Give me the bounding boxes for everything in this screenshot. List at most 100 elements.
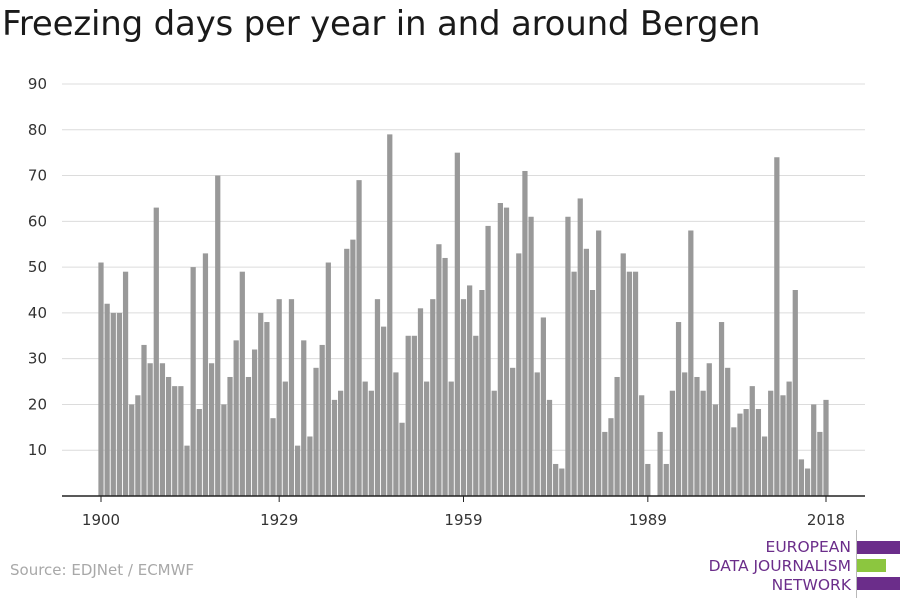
bar-1927 (264, 322, 270, 496)
bar-1983 (608, 418, 614, 496)
bar-2003 (731, 427, 737, 496)
bar-1961 (473, 335, 479, 496)
bar-1972 (540, 317, 546, 496)
logo-text-line-1: EUROPEAN (765, 538, 851, 556)
bar-1924 (245, 376, 252, 496)
bar-1989 (645, 463, 651, 496)
y-tick-label: 90 (28, 75, 47, 93)
bar-1952 (417, 308, 424, 496)
bar-1939 (338, 390, 344, 496)
y-tick-label: 80 (28, 121, 47, 139)
bar-1967 (510, 367, 516, 496)
bar-1929 (276, 299, 282, 496)
bar-1971 (534, 372, 540, 496)
bar-1934 (307, 436, 313, 496)
bar-2007 (755, 409, 762, 496)
x-tick-label: 1989 (629, 511, 667, 529)
bar-1969 (522, 170, 528, 497)
bar-1915 (190, 267, 196, 496)
logo-text-line-3: NETWORK (771, 576, 851, 594)
bar-1943 (362, 381, 368, 496)
bar-2014 (798, 459, 805, 496)
bar-1940 (344, 248, 350, 496)
bar-1957 (448, 381, 454, 496)
bar-1959 (460, 299, 467, 496)
bar-1914 (184, 445, 190, 496)
bar-1932 (294, 445, 301, 496)
bar-1956 (442, 257, 448, 496)
bar-1906 (135, 395, 141, 496)
bar-1919 (215, 175, 221, 496)
bar-1930 (282, 381, 288, 496)
bar-1982 (602, 431, 608, 496)
bar-2011 (780, 395, 786, 496)
logo-bar-bottom (857, 577, 900, 590)
bar-1918 (208, 363, 215, 496)
y-tick-label: 30 (28, 350, 47, 368)
bar-1912 (172, 386, 178, 496)
bar-1950 (405, 335, 411, 496)
bar-1904 (122, 271, 129, 496)
bar-1945 (374, 299, 381, 496)
x-tick-label: 1959 (444, 511, 482, 529)
bar-1997 (694, 376, 700, 496)
bar-2008 (761, 436, 768, 496)
y-tick-label: 70 (28, 167, 47, 185)
bar-1937 (325, 262, 331, 496)
bar-1994 (675, 322, 682, 496)
bar-1968 (516, 253, 522, 496)
bar-1946 (381, 326, 387, 496)
bar-1925 (251, 349, 258, 496)
bar-1991 (657, 431, 663, 496)
x-tick-label: 1900 (82, 511, 120, 529)
bar-2010 (774, 157, 780, 497)
bar-1922 (233, 340, 239, 496)
bar-1975 (559, 468, 565, 496)
bar-1917 (202, 253, 209, 496)
bar-1988 (639, 395, 645, 496)
bar-1999 (706, 363, 712, 496)
bar-1970 (528, 216, 534, 496)
bar-1987 (632, 271, 639, 496)
bar-1954 (430, 299, 436, 496)
bar-1996 (688, 230, 694, 497)
bar-1926 (258, 312, 264, 496)
bar-1955 (436, 244, 442, 496)
bar-1964 (491, 390, 497, 496)
bar-1901 (104, 303, 110, 496)
bar-1974 (553, 463, 559, 496)
bar-1931 (288, 299, 295, 496)
bar-1944 (368, 390, 374, 496)
y-tick-label: 40 (28, 304, 47, 322)
bar-1938 (331, 399, 338, 496)
bar-2009 (768, 390, 774, 496)
bars (98, 134, 829, 497)
bar-1977 (571, 271, 577, 496)
bar-1962 (479, 290, 485, 496)
bar-1973 (546, 399, 553, 496)
bar-1941 (350, 239, 356, 496)
logo-bar-middle (857, 559, 886, 572)
bar-1986 (626, 271, 633, 496)
bar-2012 (786, 381, 792, 496)
bar-1980 (589, 290, 596, 496)
y-tick-label: 20 (28, 395, 47, 413)
bar-1900 (98, 262, 104, 496)
bar-2002 (725, 367, 731, 496)
bar-1979 (583, 248, 589, 496)
bar-1942 (356, 180, 362, 496)
x-tick-label: 1929 (260, 511, 298, 529)
logo-divider (856, 530, 857, 598)
x-tick-label: 2018 (807, 511, 845, 529)
bar-2013 (792, 290, 798, 496)
bar-1951 (411, 335, 417, 496)
bar-1960 (467, 285, 473, 496)
y-tick-label: 10 (28, 441, 47, 459)
bar-2001 (718, 322, 725, 496)
bar-1995 (682, 372, 688, 496)
bar-2016 (811, 404, 817, 496)
bar-1921 (227, 376, 233, 496)
logo-bar-top (857, 541, 900, 554)
x-axis-ticks: 1900 1929 1959 1989 2018 (82, 496, 845, 529)
